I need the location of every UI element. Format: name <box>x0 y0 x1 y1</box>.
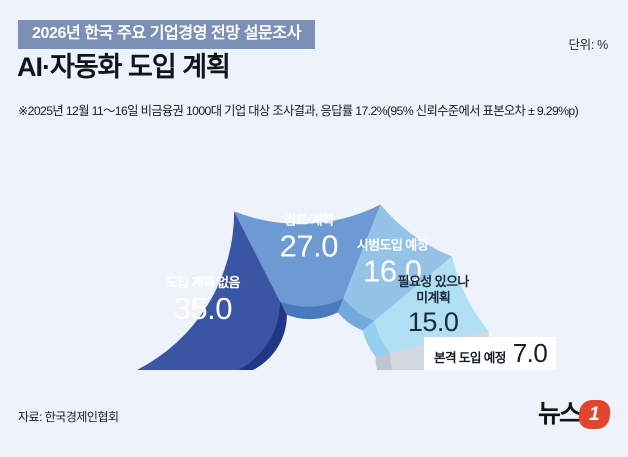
chart-inner-shadow <box>238 298 392 370</box>
chart-inner-shade-slice <box>337 298 375 331</box>
logo-badge-number: 1 <box>589 404 600 425</box>
chart-label-text: 35.0 <box>174 291 233 326</box>
survey-badge: 2026년 한국 주요 기업경영 전망 설문조사 <box>18 20 316 49</box>
chart-slice <box>234 204 381 320</box>
callout-label: 본격 도입 예정 <box>434 351 506 365</box>
source-credit: 자료: 한국경제인협회 <box>18 410 119 424</box>
chart-label-text: 필요성 있으나 <box>398 274 470 289</box>
chart-label-text: 검토·계획 <box>284 213 333 228</box>
logo-badge-icon: 1 <box>577 400 612 429</box>
chart-inner-shade-slice <box>375 353 392 370</box>
chart-label-text: 16.0 <box>363 254 422 289</box>
chart-inner-shade-slice <box>362 320 391 357</box>
chart-label-text: 27.0 <box>280 229 339 264</box>
chart-label-text: 도입 계획 없음 <box>166 275 241 290</box>
chart-inner-shade-slice <box>238 301 287 370</box>
chart-slice <box>137 211 287 370</box>
callout-value: 7.0 <box>512 338 548 368</box>
page-title: AI·자동화 도입 계획 <box>17 52 231 82</box>
chart-label-text: 시범도입 예정 <box>357 238 428 253</box>
callout-full-adoption: 본격 도입 예정 7.0 <box>424 337 557 370</box>
chart-slice <box>337 204 453 331</box>
chart-slice <box>362 256 489 357</box>
survey-methodology-note: ※2025년 12월 11～16일 비금융권 1000대 기업 대상 조사결과,… <box>18 104 579 118</box>
logo-wordmark: 뉴스 <box>537 400 582 428</box>
chart-inner-shade-slice <box>280 298 344 320</box>
unit-label: 단위: % <box>568 38 608 52</box>
chart-label-text: 미계획 <box>416 290 450 305</box>
chart-label-text: 15.0 <box>408 307 459 337</box>
news1-logo: 뉴스 1 <box>537 400 612 429</box>
